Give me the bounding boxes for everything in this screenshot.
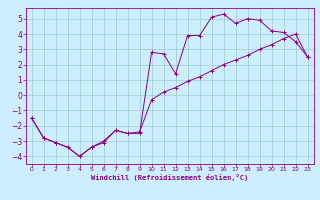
X-axis label: Windchill (Refroidissement éolien,°C): Windchill (Refroidissement éolien,°C) xyxy=(91,174,248,181)
